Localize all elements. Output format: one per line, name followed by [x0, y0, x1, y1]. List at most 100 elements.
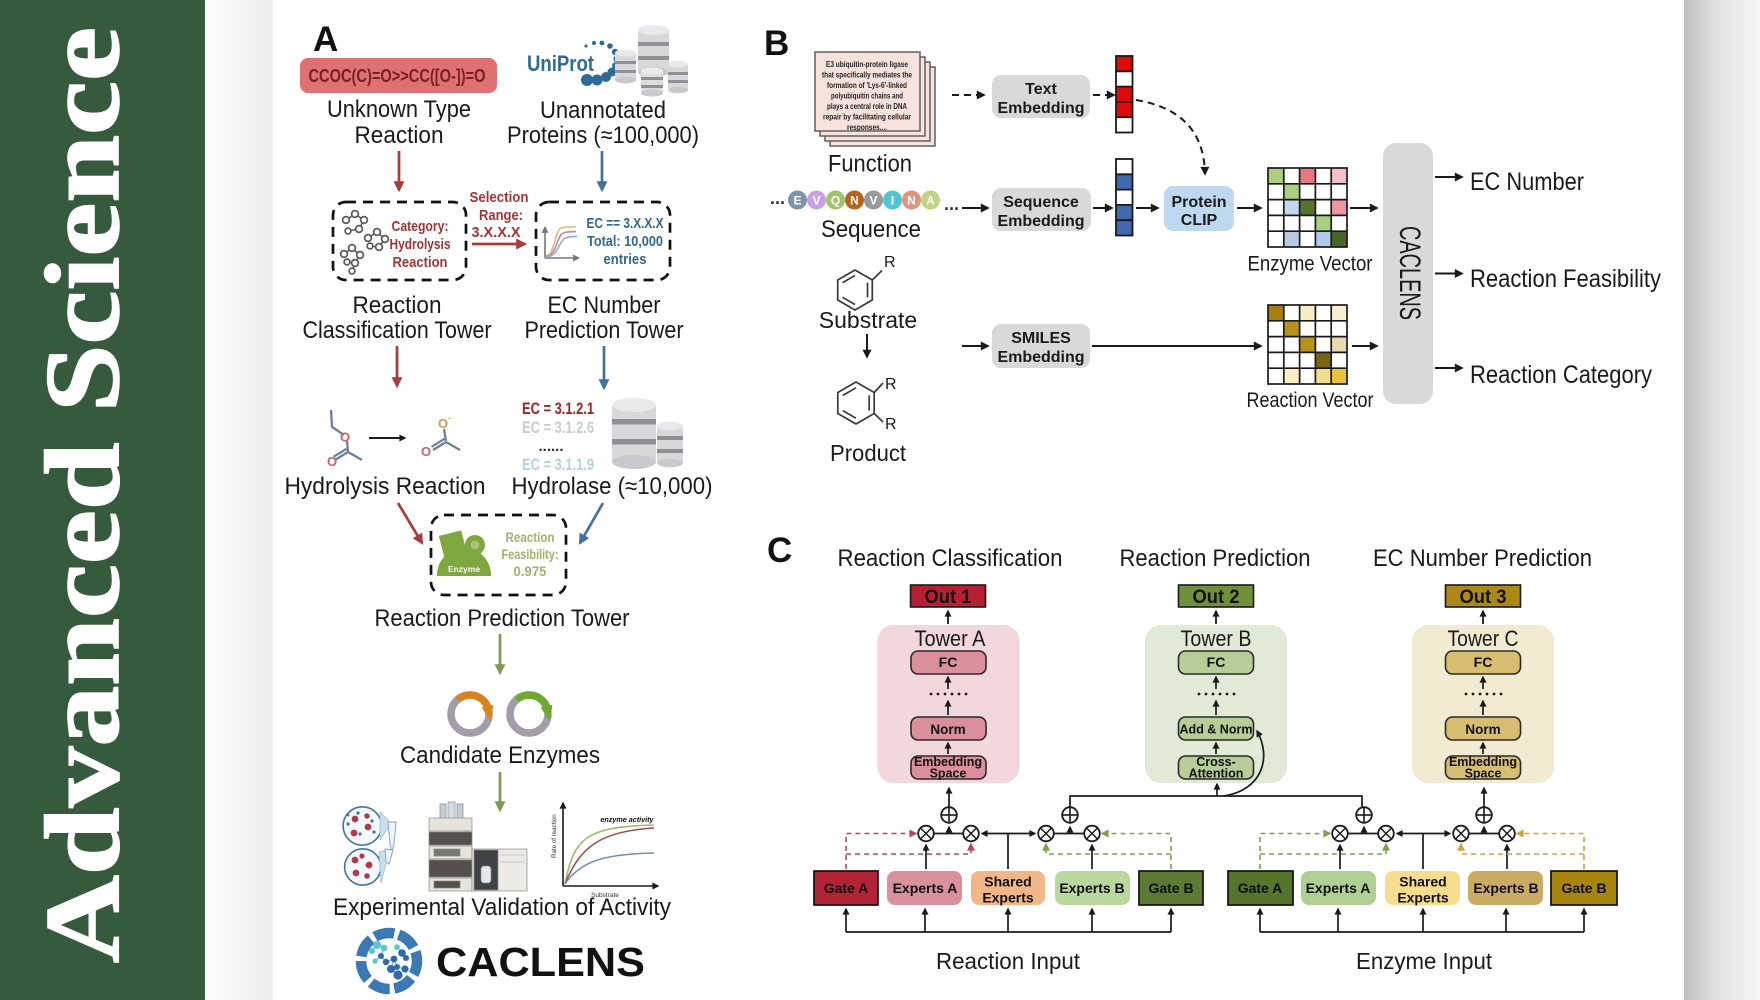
svg-text:Category:: Category:: [392, 218, 449, 235]
svg-text:repair by facilitating cellula: repair by facilitating cellular: [823, 113, 912, 122]
svg-text:Unknown Type: Unknown Type: [327, 96, 471, 123]
svg-text:R: R: [885, 416, 897, 433]
svg-text:Feasibility:: Feasibility:: [502, 547, 559, 562]
svg-text:Reaction: Reaction: [506, 530, 555, 545]
svg-text:-: -: [448, 413, 451, 424]
svg-text:Enzyme: Enzyme: [448, 564, 480, 574]
svg-text:Out 3: Out 3: [1460, 587, 1507, 608]
svg-text:Sequence: Sequence: [821, 216, 921, 243]
svg-text:enzyme activity: enzyme activity: [600, 815, 654, 824]
svg-text:UniProt: UniProt: [527, 51, 595, 76]
svg-text:Norm: Norm: [930, 722, 965, 737]
svg-text:Product: Product: [830, 440, 907, 466]
svg-text:Out 2: Out 2: [1193, 587, 1240, 608]
svg-text:Total: 10,000: Total: 10,000: [587, 234, 663, 250]
svg-text:Embedding: Embedding: [997, 100, 1084, 117]
svg-text:Space: Space: [1465, 767, 1502, 781]
svg-text:Embedding: Embedding: [1449, 755, 1517, 769]
svg-text:Proteins (≈100,000): Proteins (≈100,000): [507, 122, 699, 149]
svg-text:Range:: Range:: [479, 207, 523, 224]
svg-text:Protein: Protein: [1171, 194, 1226, 211]
svg-text:Attention: Attention: [1189, 767, 1244, 781]
svg-text:Gate B: Gate B: [1561, 880, 1606, 896]
svg-text:V: V: [812, 194, 820, 208]
svg-text:Hydrolysis Reaction: Hydrolysis Reaction: [285, 473, 486, 500]
svg-text:Gate A: Gate A: [824, 880, 869, 896]
svg-text:entries: entries: [604, 252, 647, 268]
svg-text:Reaction Input: Reaction Input: [936, 948, 1080, 974]
svg-text:A: A: [926, 194, 935, 208]
svg-text:FC: FC: [939, 654, 958, 670]
svg-text:N: N: [850, 194, 859, 208]
svg-text:Enzyme Input: Enzyme Input: [1356, 948, 1492, 974]
svg-text:0.975: 0.975: [514, 564, 547, 579]
svg-text:Reaction: Reaction: [353, 292, 442, 319]
svg-text:E: E: [793, 194, 801, 208]
svg-text:Experimental Validation of Act: Experimental Validation of Activity: [333, 894, 671, 921]
svg-text:plays a central role in DNA: plays a central role in DNA: [827, 102, 907, 111]
svg-text:Rate of reaction: Rate of reaction: [551, 814, 558, 858]
svg-text:Gate A: Gate A: [1238, 880, 1283, 896]
svg-text:Shared: Shared: [1399, 874, 1446, 890]
svg-text:Space: Space: [930, 767, 967, 781]
svg-text:Advanced Science: Advanced Science: [24, 27, 141, 963]
svg-text:3.X.X.X: 3.X.X.X: [472, 224, 521, 241]
svg-text:Embedding: Embedding: [997, 349, 1084, 366]
svg-text:Prediction Tower: Prediction Tower: [525, 317, 684, 344]
svg-text:Function: Function: [828, 151, 912, 178]
svg-text:Embedding: Embedding: [997, 213, 1084, 230]
svg-text:Out 1: Out 1: [925, 587, 972, 608]
svg-text:O: O: [340, 430, 350, 445]
svg-text:Substrate: Substrate: [819, 307, 917, 333]
svg-text:Norm: Norm: [1465, 722, 1500, 737]
svg-text:Cross-: Cross-: [1196, 755, 1236, 769]
svg-text:Candidate Enzymes: Candidate Enzymes: [400, 742, 600, 769]
svg-text:N: N: [907, 194, 916, 208]
svg-text:Substrate: Substrate: [591, 892, 619, 899]
svg-text:...: ...: [770, 188, 785, 208]
svg-text:responses....: responses....: [847, 123, 887, 132]
svg-text:C: C: [767, 531, 792, 570]
svg-text:Reaction Category: Reaction Category: [1470, 361, 1652, 389]
svg-text:Enzyme Vector: Enzyme Vector: [1248, 253, 1373, 276]
svg-text:Reaction: Reaction: [355, 122, 444, 149]
svg-text:Unannotated: Unannotated: [540, 97, 666, 124]
svg-text:CLIP: CLIP: [1181, 212, 1218, 229]
svg-text:formation of 'Lys-6'-linked: formation of 'Lys-6'-linked: [827, 81, 907, 90]
svg-text:...: ...: [944, 194, 959, 214]
svg-text:Text: Text: [1025, 81, 1057, 98]
svg-text:EC Number: EC Number: [548, 292, 661, 319]
svg-text:B: B: [764, 24, 789, 63]
svg-text:Selection: Selection: [470, 189, 529, 206]
svg-text:Experts B: Experts B: [1473, 880, 1538, 896]
svg-text:Embedding: Embedding: [914, 755, 982, 769]
svg-text:Tower A: Tower A: [915, 626, 986, 651]
svg-text:EC = 3.1.1.9: EC = 3.1.1.9: [522, 455, 594, 474]
svg-text:that specifically mediates the: that specifically mediates the: [822, 71, 912, 80]
svg-text:EC = 3.1.2.1: EC = 3.1.2.1: [522, 399, 594, 418]
svg-text:O: O: [438, 416, 448, 431]
svg-text:Classification Tower: Classification Tower: [303, 317, 492, 344]
svg-text:Hydrolase (≈10,000): Hydrolase (≈10,000): [512, 473, 713, 500]
svg-text:FC: FC: [1474, 654, 1493, 670]
svg-text:CACLENS: CACLENS: [436, 939, 645, 985]
svg-text:EC = 3.1.2.6: EC = 3.1.2.6: [522, 418, 594, 437]
svg-text:V: V: [869, 194, 877, 208]
svg-text:Shared: Shared: [984, 874, 1031, 890]
svg-text:Experts B: Experts B: [1059, 880, 1124, 896]
svg-text:Experts A: Experts A: [893, 880, 958, 896]
svg-text:R: R: [885, 376, 897, 393]
svg-text:Tower B: Tower B: [1181, 626, 1252, 651]
svg-text:Experts: Experts: [982, 890, 1034, 906]
svg-text:CCOC(C)=O>>CC([O-])=O: CCOC(C)=O>>CC([O-])=O: [309, 66, 486, 86]
svg-text:Tower C: Tower C: [1448, 626, 1519, 651]
svg-text:Experts A: Experts A: [1306, 880, 1371, 896]
svg-text:Add & Norm: Add & Norm: [1180, 723, 1253, 737]
svg-text:CACLENS: CACLENS: [1393, 226, 1426, 320]
svg-text:O: O: [327, 454, 337, 469]
svg-text:Reaction Prediction Tower: Reaction Prediction Tower: [375, 605, 630, 632]
svg-text:Reaction Vector: Reaction Vector: [1247, 389, 1374, 412]
svg-text:Gate B: Gate B: [1148, 880, 1193, 896]
svg-text:Hydrolysis: Hydrolysis: [390, 236, 451, 253]
svg-text:......: ......: [538, 438, 563, 455]
